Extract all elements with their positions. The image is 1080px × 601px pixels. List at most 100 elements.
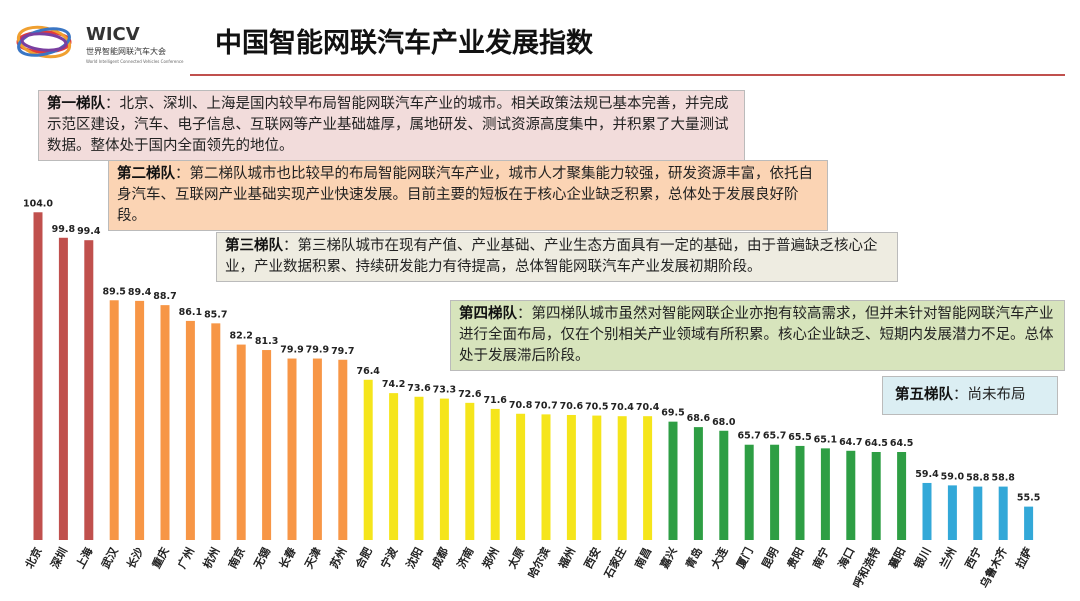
x-tick-label: 贵阳 bbox=[784, 545, 807, 571]
x-tick-label: 南宁 bbox=[809, 545, 832, 571]
bar bbox=[973, 486, 983, 540]
x-tick-label: 嘉兴 bbox=[656, 545, 679, 572]
x-tick-label: 南昌 bbox=[632, 545, 655, 571]
x-tick-label: 沈阳 bbox=[403, 545, 426, 571]
value-label: 99.4 bbox=[77, 226, 101, 237]
value-label: 70.4 bbox=[610, 402, 634, 413]
tier-label: 第二梯队 bbox=[117, 166, 175, 182]
tier-label: 第四梯队 bbox=[459, 306, 517, 322]
bar bbox=[338, 359, 348, 540]
bar bbox=[516, 413, 526, 540]
bar bbox=[84, 240, 94, 540]
x-tick-label: 青岛 bbox=[682, 545, 705, 571]
x-tick-label: 北京 bbox=[22, 545, 45, 571]
bar bbox=[744, 444, 754, 540]
logo-subtitle: 世界智能网联汽车大会 bbox=[86, 46, 166, 56]
x-tick-label: 襄阳 bbox=[885, 545, 908, 572]
tier-text: ：第三梯队城市在现有产值、产业基础、产业生态方面具有一定的基础，由于普遍缺乏核心… bbox=[225, 238, 878, 275]
bar bbox=[287, 358, 297, 540]
value-label: 64.5 bbox=[890, 438, 913, 449]
value-label: 68.0 bbox=[712, 417, 736, 428]
bar bbox=[312, 358, 322, 540]
x-tick-label: 武汉 bbox=[98, 544, 121, 571]
bar bbox=[236, 344, 246, 540]
value-label: 79.9 bbox=[306, 345, 329, 356]
x-tick-label: 昆明 bbox=[759, 545, 781, 571]
tier-box: 第四梯队：第四梯队城市虽然对智能网联企业亦抱有较高需求，但并未针对智能网联汽车产… bbox=[450, 300, 1065, 371]
bar bbox=[643, 416, 653, 540]
value-label: 70.8 bbox=[509, 400, 533, 411]
x-tick-label: 宁波 bbox=[378, 544, 401, 571]
x-tick-label: 济南 bbox=[454, 545, 477, 571]
x-tick-label: 长沙 bbox=[124, 545, 147, 571]
tier-box: 第一梯队：北京、深圳、上海是国内较早布局智能网联汽车产业的城市。相关政策法规已基… bbox=[38, 90, 745, 161]
value-label: 65.1 bbox=[814, 434, 837, 445]
bar bbox=[592, 415, 602, 540]
value-label: 55.5 bbox=[1017, 493, 1040, 504]
bar bbox=[770, 444, 780, 540]
bar bbox=[185, 320, 195, 540]
x-tick-label: 深圳 bbox=[47, 545, 70, 571]
value-label: 69.5 bbox=[661, 408, 684, 419]
value-label: 71.6 bbox=[483, 395, 507, 406]
x-tick-label: 南京 bbox=[225, 545, 248, 571]
value-label: 65.5 bbox=[788, 432, 811, 443]
bar bbox=[617, 416, 627, 540]
bar bbox=[135, 300, 145, 540]
value-label: 68.6 bbox=[687, 413, 711, 424]
value-label: 70.4 bbox=[636, 402, 660, 413]
bar bbox=[160, 305, 170, 540]
value-label: 58.8 bbox=[966, 473, 990, 484]
value-label: 58.8 bbox=[991, 473, 1015, 484]
x-tick-label: 海口 bbox=[835, 545, 858, 571]
value-label: 74.2 bbox=[382, 379, 405, 390]
value-label: 99.8 bbox=[52, 224, 76, 235]
x-tick-label: 杭州 bbox=[200, 545, 223, 571]
bar bbox=[490, 408, 500, 540]
tier-label: 第五梯队 bbox=[895, 387, 953, 403]
bar bbox=[33, 212, 43, 540]
tier-text: ：北京、深圳、上海是国内较早布局智能网联汽车产业的城市。相关政策法规已基本完善，… bbox=[47, 96, 729, 154]
bar bbox=[566, 414, 576, 540]
x-tick-label: 无锡 bbox=[250, 545, 273, 572]
value-label: 104.0 bbox=[23, 198, 53, 209]
value-label: 82.2 bbox=[229, 331, 252, 342]
x-tick-label: 成都 bbox=[428, 545, 451, 571]
bar bbox=[262, 350, 272, 540]
x-tick-label: 太原 bbox=[504, 545, 527, 572]
logo-caption: World Intelligent Connected Vehicles Con… bbox=[86, 59, 184, 64]
value-label: 73.3 bbox=[433, 385, 456, 396]
x-tick-label: 合肥 bbox=[352, 545, 375, 571]
x-tick-label: 哈尔滨 bbox=[525, 545, 553, 581]
tier-label: 第三梯队 bbox=[225, 238, 283, 254]
bar bbox=[109, 300, 119, 540]
tier-label: 第一梯队 bbox=[47, 96, 105, 112]
bar bbox=[211, 323, 221, 540]
value-label: 81.3 bbox=[255, 336, 278, 347]
bar bbox=[465, 402, 475, 540]
tier-text: ：第二梯队城市也比较早的布局智能网联汽车产业，城市人才聚集能力较强，研发资源丰富… bbox=[117, 166, 813, 224]
value-label: 85.7 bbox=[204, 309, 227, 320]
x-tick-label: 拉萨 bbox=[1013, 545, 1036, 571]
value-label: 65.7 bbox=[763, 431, 786, 442]
bar bbox=[795, 445, 805, 540]
value-label: 59.0 bbox=[941, 471, 965, 482]
tier-text: ：尚未布局 bbox=[953, 387, 1026, 403]
value-label: 79.9 bbox=[280, 345, 303, 356]
x-tick-label: 西安 bbox=[581, 545, 604, 571]
bar bbox=[922, 482, 932, 540]
bar bbox=[719, 430, 729, 540]
value-label: 79.7 bbox=[331, 346, 354, 357]
bar bbox=[541, 414, 551, 540]
x-tick-label: 石家庄 bbox=[601, 545, 629, 582]
bar bbox=[363, 379, 373, 540]
value-label: 64.7 bbox=[839, 437, 862, 448]
bar bbox=[1024, 506, 1034, 540]
x-tick-label: 厦门 bbox=[733, 545, 756, 571]
value-label: 76.4 bbox=[356, 366, 380, 377]
x-tick-label: 天津 bbox=[301, 545, 324, 571]
x-tick-label: 银川 bbox=[911, 545, 934, 571]
x-tick-label: 上海 bbox=[73, 545, 96, 571]
value-label: 59.4 bbox=[915, 469, 939, 480]
